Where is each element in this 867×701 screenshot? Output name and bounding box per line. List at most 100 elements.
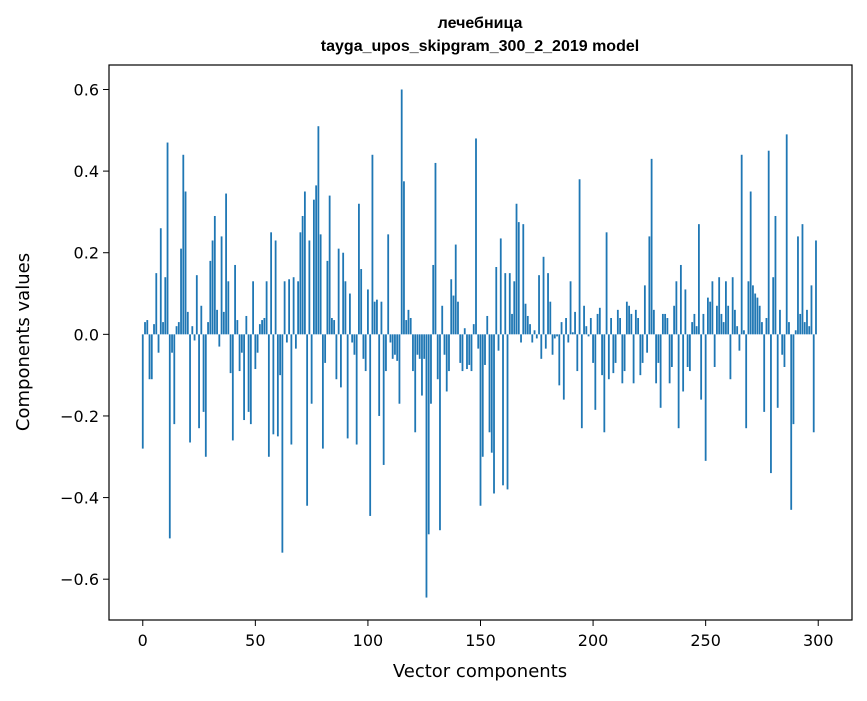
bar-229: [657, 334, 660, 363]
bar-60: [276, 334, 279, 437]
bar-178: [542, 256, 545, 335]
bar-23: [193, 334, 196, 341]
bar-224: [646, 334, 649, 353]
bar-239: [679, 264, 682, 335]
bar-165: [513, 281, 516, 335]
bar-86: [335, 334, 338, 380]
bar-255: [716, 305, 718, 335]
bar-106: [380, 301, 383, 335]
bar-15: [175, 326, 178, 335]
bar-273: [756, 297, 759, 335]
bar-61: [279, 334, 282, 376]
bar-87: [337, 248, 340, 335]
bar-20: [186, 311, 189, 335]
bar-274: [758, 305, 761, 335]
bar-163: [508, 273, 511, 335]
bar-26: [200, 305, 203, 335]
x-tick-label: 100: [353, 631, 384, 650]
bar-213: [621, 334, 624, 384]
bar-100: [367, 289, 369, 335]
bar-186: [560, 322, 563, 335]
bar-192: [574, 311, 576, 335]
bar-249: [702, 313, 705, 335]
bar-119: [409, 318, 412, 335]
bar-241: [684, 289, 687, 335]
bar-291: [797, 236, 799, 335]
bar-81: [324, 334, 327, 363]
bar-242: [686, 334, 689, 367]
bar-134: [443, 334, 446, 355]
bar-130: [434, 162, 437, 335]
bar-266: [740, 154, 743, 335]
bar-98: [362, 334, 365, 359]
bar-132: [439, 334, 441, 531]
y-tick-label: −0.6: [60, 570, 99, 589]
bar-133: [441, 305, 444, 335]
bar-125: [423, 334, 426, 359]
bar-75: [310, 334, 313, 404]
bar-139: [454, 244, 457, 335]
bar-38: [227, 281, 230, 335]
bar-52: [258, 324, 261, 335]
bar-29: [207, 322, 209, 335]
bar-58: [272, 334, 275, 435]
bar-141: [459, 334, 462, 363]
bar-179: [544, 334, 547, 349]
bar-99: [364, 334, 367, 372]
bar-146: [470, 334, 473, 372]
bar-34: [218, 334, 221, 347]
bar-151: [481, 334, 484, 457]
bar-199: [589, 318, 592, 335]
bar-91: [346, 334, 349, 439]
bar-37: [225, 193, 227, 335]
bar-217: [630, 313, 633, 335]
bar-31: [211, 240, 214, 335]
bar-82: [326, 260, 329, 335]
bar-69: [297, 281, 300, 335]
bar-197: [585, 326, 588, 335]
bar-215: [625, 301, 628, 335]
bar-65: [288, 279, 291, 335]
bar-240: [682, 334, 685, 392]
bar-180: [547, 273, 549, 335]
bar-19: [184, 191, 187, 335]
bar-176: [538, 275, 540, 335]
bar-120: [412, 334, 414, 372]
bar-158: [497, 334, 500, 351]
bar-54: [263, 318, 266, 335]
bar-231: [661, 313, 664, 335]
bar-227: [652, 309, 655, 335]
bar-135: [445, 334, 448, 392]
bar-36: [222, 311, 225, 335]
y-tick-label: 0.4: [74, 162, 99, 181]
bar-295: [806, 309, 808, 335]
bar-246: [695, 326, 698, 335]
bar-175: [535, 334, 538, 339]
bar-12: [168, 334, 171, 539]
bar-286: [785, 134, 788, 335]
bar-16: [177, 322, 180, 335]
bar-71: [301, 215, 304, 335]
bar-264: [736, 326, 739, 335]
bar-250: [704, 334, 707, 461]
bar-281: [774, 215, 777, 335]
x-axis-ticks: 0 50 100 150 200 250 300: [138, 620, 834, 650]
bar-112: [394, 334, 396, 355]
bar-123: [418, 334, 421, 359]
bar-296: [808, 326, 811, 335]
bar-39: [229, 334, 232, 374]
bar-201: [594, 334, 597, 410]
bar-95: [355, 334, 358, 445]
bar-110: [389, 334, 392, 343]
bar-70: [299, 232, 302, 335]
bar-200: [592, 334, 594, 363]
bar-56: [267, 334, 270, 457]
chart-subtitle: tayga_upos_skipgram_300_2_2019 model: [321, 38, 639, 55]
bar-48: [249, 334, 252, 425]
bar-152: [484, 334, 486, 365]
bar-287: [788, 322, 790, 335]
bar-218: [632, 334, 635, 384]
bar-78: [317, 126, 320, 335]
